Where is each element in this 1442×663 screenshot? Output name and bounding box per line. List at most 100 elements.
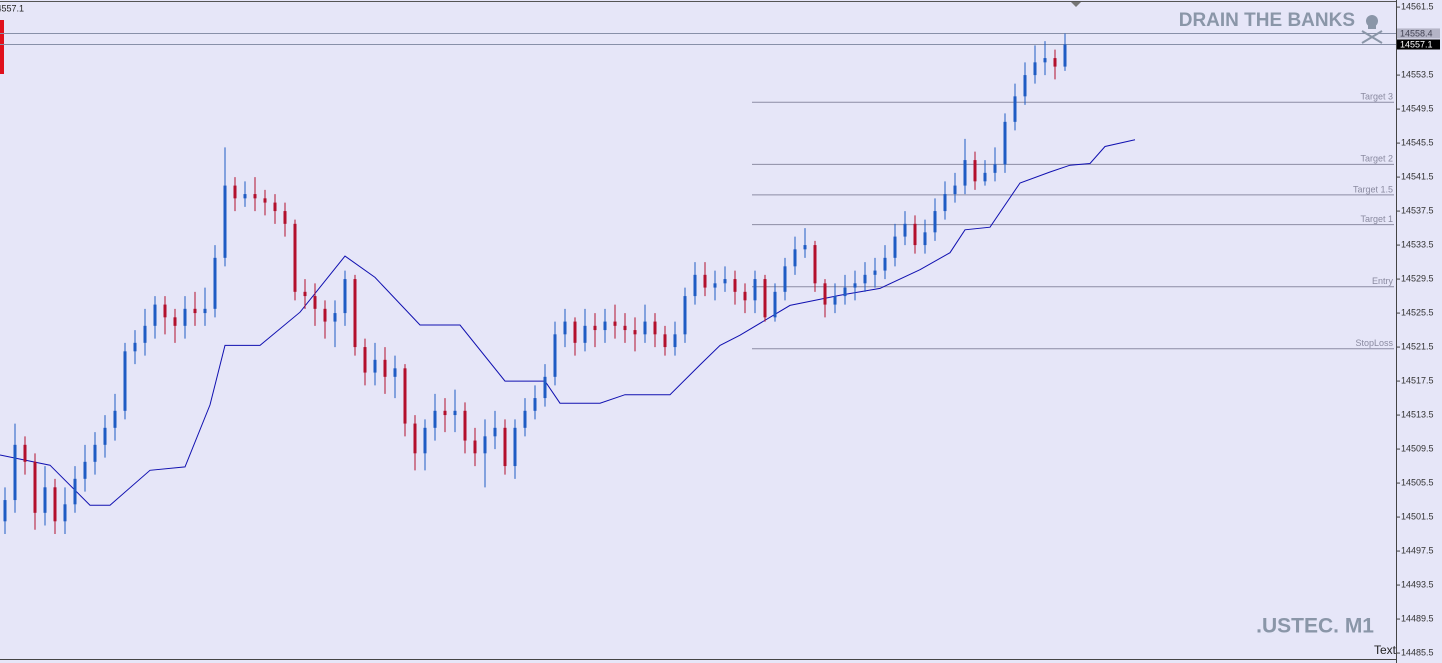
candle-body bbox=[23, 444, 27, 462]
candle-body bbox=[113, 410, 117, 428]
candle-body bbox=[763, 279, 767, 318]
candle-body bbox=[83, 461, 87, 479]
candle-body bbox=[483, 436, 487, 454]
candle-body bbox=[153, 304, 157, 326]
candle-body bbox=[193, 308, 197, 314]
candle-body bbox=[453, 410, 457, 416]
candle-body bbox=[233, 185, 237, 199]
candle-body bbox=[213, 257, 217, 309]
y-tick-label: 14533.5 bbox=[1401, 239, 1434, 249]
candle-body bbox=[633, 330, 637, 335]
candle-body bbox=[403, 368, 407, 424]
candle-body bbox=[743, 291, 747, 301]
candle-body bbox=[243, 194, 247, 199]
candle-body bbox=[523, 410, 527, 428]
corner-text: Text bbox=[1374, 643, 1397, 657]
y-tick-label: 14497.5 bbox=[1401, 545, 1434, 555]
candle-body bbox=[383, 359, 387, 377]
y-tick-label: 14545.5 bbox=[1401, 137, 1434, 147]
candle-body bbox=[63, 504, 67, 522]
y-tick-label: 14513.5 bbox=[1401, 409, 1434, 419]
candle-body bbox=[923, 232, 927, 246]
candle-body bbox=[73, 478, 77, 505]
candle-body bbox=[463, 410, 467, 441]
candle-body bbox=[173, 317, 177, 326]
candle-body bbox=[1023, 75, 1027, 97]
level-label: StopLoss bbox=[1355, 338, 1393, 348]
y-tick-label: 14493.5 bbox=[1401, 579, 1434, 589]
candle-body bbox=[853, 283, 857, 288]
candle-body bbox=[1003, 121, 1007, 165]
candle-body bbox=[603, 321, 607, 331]
candle-body bbox=[533, 398, 537, 411]
candle-body bbox=[353, 279, 357, 348]
candle-body bbox=[733, 279, 737, 292]
candle-body bbox=[1043, 58, 1047, 63]
candle-body bbox=[3, 500, 7, 522]
candle-body bbox=[513, 427, 517, 467]
level-label: Entry bbox=[1372, 276, 1394, 286]
candle-body bbox=[123, 351, 127, 411]
level-label: Target 1.5 bbox=[1353, 184, 1393, 194]
candle-body bbox=[583, 325, 587, 343]
candle-body bbox=[573, 321, 577, 343]
indicator-line bbox=[0, 139, 1136, 506]
candle-body bbox=[1033, 62, 1037, 76]
y-tick-label: 14485.5 bbox=[1401, 647, 1434, 657]
candle-body bbox=[993, 164, 997, 173]
candle-body bbox=[713, 283, 717, 288]
candle-body bbox=[953, 185, 957, 195]
candle-body bbox=[863, 274, 867, 284]
candle-body bbox=[903, 223, 907, 237]
candle-body bbox=[163, 304, 167, 318]
candle-body bbox=[593, 325, 597, 331]
candle-body bbox=[773, 291, 777, 318]
candle-body bbox=[613, 321, 617, 326]
y-tick-label: 14509.5 bbox=[1401, 443, 1434, 453]
candle-body bbox=[943, 194, 947, 212]
candle-body bbox=[93, 444, 97, 462]
candle-body bbox=[683, 296, 687, 335]
candle-body bbox=[1013, 96, 1017, 122]
y-tick-label: 14501.5 bbox=[1401, 511, 1434, 521]
candle-body bbox=[693, 274, 697, 297]
candle-body bbox=[1053, 58, 1057, 67]
candle-body bbox=[973, 160, 977, 182]
candle-body bbox=[273, 202, 277, 212]
candle-body bbox=[723, 279, 727, 284]
candle-body bbox=[833, 296, 837, 305]
candle-body bbox=[813, 245, 817, 284]
candle-body bbox=[203, 308, 207, 314]
candle-body bbox=[263, 198, 267, 203]
candle-body bbox=[883, 257, 887, 271]
candle-body bbox=[223, 185, 227, 258]
candle-body bbox=[753, 279, 757, 301]
price-tag bbox=[1397, 39, 1440, 50]
candle-body bbox=[663, 334, 667, 348]
candle-body bbox=[293, 223, 297, 292]
top-left-price: 14557.1 bbox=[0, 3, 24, 13]
candle-body bbox=[493, 427, 497, 437]
candle-body bbox=[503, 427, 507, 467]
watermark-title: DRAIN THE BANKS bbox=[1179, 10, 1355, 31]
candle-body bbox=[33, 461, 37, 513]
candle-body bbox=[893, 236, 897, 258]
candle-body bbox=[473, 440, 477, 454]
candle-body bbox=[343, 279, 347, 314]
y-tick-label: 14561.5 bbox=[1401, 1, 1434, 11]
candle-body bbox=[43, 487, 47, 513]
candle-body bbox=[103, 427, 107, 445]
candle-body bbox=[963, 160, 967, 186]
candle-body bbox=[543, 376, 547, 399]
marker-box bbox=[0, 20, 4, 74]
candle-body bbox=[553, 334, 557, 377]
candle-body bbox=[1063, 44, 1067, 67]
level-label: Target 1 bbox=[1360, 214, 1393, 224]
y-tick-label: 14553.5 bbox=[1401, 69, 1434, 79]
candle-body bbox=[643, 321, 647, 335]
level-label: Target 2 bbox=[1360, 154, 1393, 164]
candle-body bbox=[933, 211, 937, 233]
price-tag-label: 14557.1 bbox=[1400, 39, 1433, 49]
candle-body bbox=[283, 211, 287, 224]
